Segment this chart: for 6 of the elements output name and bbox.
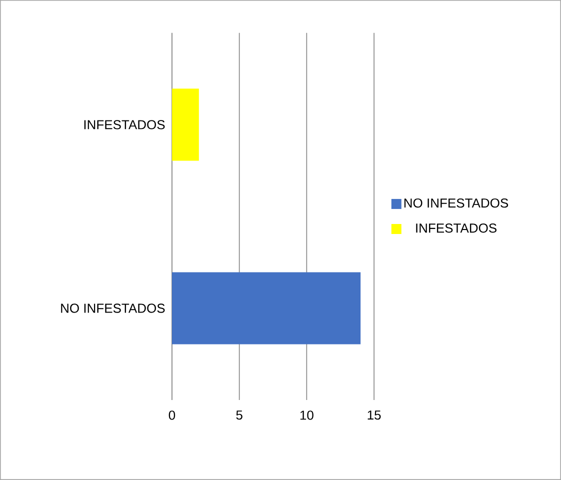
legend-label: NO INFESTADOS: [404, 198, 508, 208]
x-tick-label: 5: [236, 410, 242, 420]
x-tick-label: 15: [368, 410, 381, 420]
legend-label: INFESTADOS: [416, 223, 496, 233]
x-tick-label: 10: [300, 410, 314, 420]
x-tick-label: 0: [168, 410, 176, 420]
